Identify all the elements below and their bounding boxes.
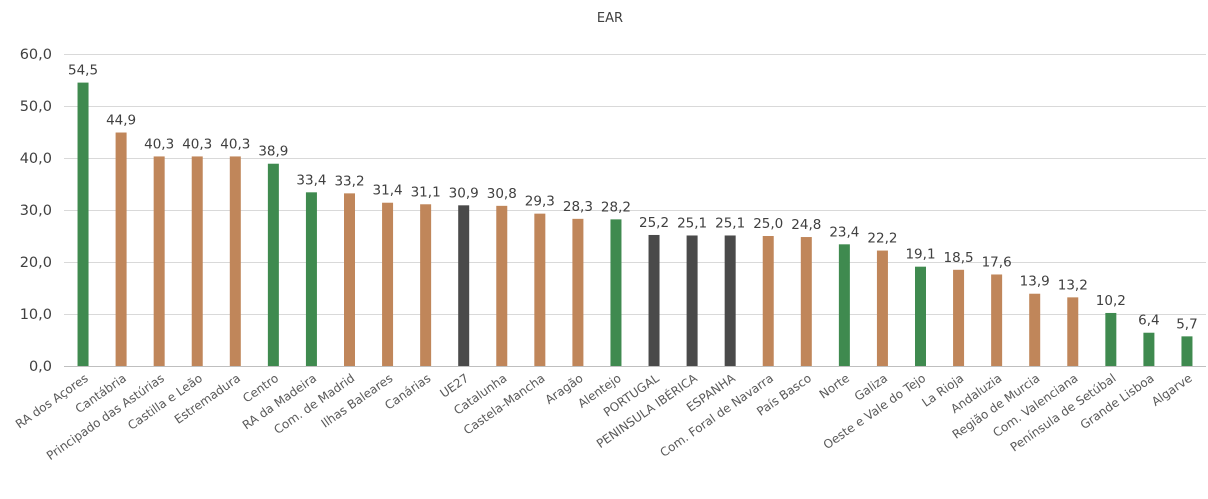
bar [305,192,317,366]
bar [1143,332,1155,366]
bar [1067,297,1079,366]
bar [382,202,394,366]
data-label: 40,3 [144,136,174,152]
bar [115,132,127,366]
data-label: 19,1 [905,247,935,263]
data-labels: 54,5 44,9 40,3 40,3 40,3 38,9 33,4 33,2 31,4 31,1… [68,63,1198,333]
bar [77,82,89,366]
y-tick-label: 60,0 [20,47,52,63]
bar [762,236,774,366]
data-label: 25,1 [677,215,707,231]
y-tick-label: 10,0 [20,307,52,323]
y-axis: 0,0 10,0 20,0 30,0 40,0 50,0 60,0 [20,47,52,375]
bar [420,204,432,366]
bar [534,213,546,366]
bar [344,193,355,366]
data-label: 23,4 [829,224,859,240]
bar [724,235,736,366]
data-label: 25,1 [715,215,745,231]
data-label: 10,2 [1096,293,1126,309]
data-label: 17,6 [982,254,1012,270]
data-label: 38,9 [258,144,288,160]
bar [496,205,508,366]
data-label: 30,9 [449,185,479,201]
data-label: 31,1 [411,184,441,200]
x-tick-label: Norte [817,371,852,402]
data-label: 28,2 [601,199,631,215]
data-label: 29,3 [525,194,555,210]
gridlines [64,54,1206,315]
data-label: 40,3 [182,136,212,152]
bar [153,156,165,366]
bar [1105,312,1117,366]
data-label: 18,5 [944,250,974,266]
data-label: 44,9 [106,113,136,129]
bar [648,234,660,366]
bar [1181,336,1193,366]
data-label: 6,4 [1138,313,1159,329]
data-label: 25,0 [753,216,783,232]
bars [77,82,1193,366]
data-label: 54,5 [68,63,98,79]
data-label: 24,8 [791,217,821,233]
bar [876,250,888,366]
data-label: 30,8 [487,186,517,202]
data-label: 5,7 [1176,316,1197,332]
bar [572,218,584,366]
data-label: 40,3 [220,136,250,152]
data-label: 28,3 [563,199,593,215]
data-label: 13,2 [1058,277,1088,293]
bar [991,274,1003,366]
bar [800,237,812,366]
data-label: 33,2 [334,173,364,189]
bar [953,269,965,366]
bar [458,205,470,366]
y-tick-label: 40,0 [20,151,52,167]
bar [191,156,203,366]
bar [686,235,698,366]
bar [915,266,926,366]
y-tick-label: 50,0 [20,99,52,115]
y-tick-label: 20,0 [20,255,52,271]
bar [838,244,850,366]
data-label: 13,9 [1020,274,1050,290]
data-label: 22,2 [867,231,897,247]
chart-title: EAR [597,11,623,26]
x-tick-label: Estremadura [172,371,243,427]
data-label: 25,2 [639,215,669,231]
y-tick-label: 0,0 [29,359,52,375]
y-tick-label: 30,0 [20,203,52,219]
bar [610,219,622,366]
bar [1029,293,1041,366]
data-label: 31,4 [373,183,403,199]
data-label: 33,4 [296,172,326,188]
x-tick-label: Algarve [1149,371,1195,409]
bar [229,156,241,366]
bar [267,163,279,366]
